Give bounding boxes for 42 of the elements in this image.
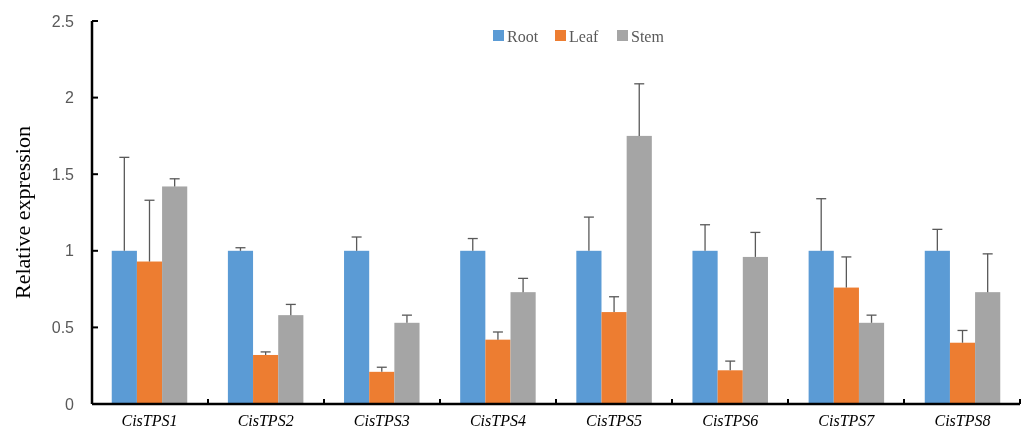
bar — [485, 339, 511, 404]
x-tick-label: CisTPS5 — [586, 412, 643, 429]
bar — [858, 322, 885, 404]
bar — [975, 292, 1001, 404]
y-tick-label: 0.5 — [51, 319, 75, 336]
bar — [742, 256, 768, 404]
x-tick-label: CisTPS1 — [121, 412, 178, 429]
bar — [278, 315, 304, 404]
bar — [924, 250, 950, 404]
bar — [162, 186, 188, 404]
y-tick-label: 0 — [65, 395, 75, 413]
bar — [369, 371, 395, 404]
y-tick-label: 1 — [65, 242, 75, 260]
bar — [717, 370, 743, 404]
x-tick-label: CisTPS3 — [353, 412, 410, 429]
bar — [136, 261, 163, 404]
x-tick-label: CisTPS6 — [702, 412, 759, 429]
bar — [833, 287, 859, 404]
bar — [576, 250, 602, 404]
bar — [460, 250, 486, 404]
bar — [111, 250, 137, 404]
x-tick-label: CisTPS7 — [818, 412, 876, 429]
bar — [626, 135, 652, 404]
legend-label: Stem — [631, 27, 665, 45]
y-tick-label: 2.5 — [51, 12, 75, 30]
y-tick-label: 2 — [65, 89, 75, 107]
bar — [949, 342, 976, 404]
bar — [394, 322, 420, 404]
bar — [510, 292, 536, 404]
legend-label: Root — [507, 27, 539, 45]
bar — [692, 250, 718, 404]
bar — [601, 312, 627, 404]
bar — [253, 354, 279, 404]
x-tick-label: CisTPS2 — [237, 412, 294, 429]
y-tick-label: 1.5 — [51, 165, 75, 183]
y-axis-title: Relative expression — [10, 126, 35, 299]
x-tick-label: CisTPS4 — [469, 412, 526, 429]
bar — [344, 250, 370, 404]
bar — [808, 250, 834, 404]
x-tick-label: CisTPS8 — [934, 412, 991, 429]
bar — [227, 250, 254, 404]
legend-label: Leaf — [569, 27, 599, 45]
